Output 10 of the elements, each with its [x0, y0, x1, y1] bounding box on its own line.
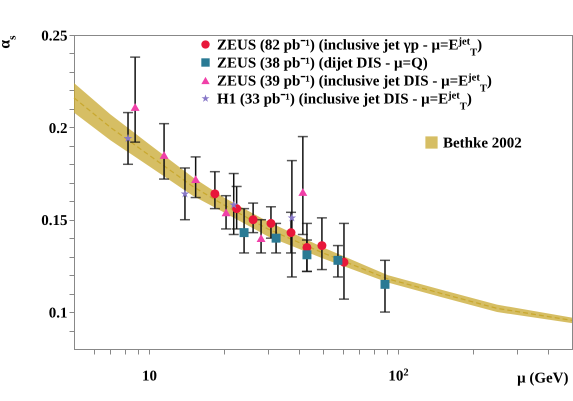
y-tick-label: 0.1 [48, 306, 68, 322]
y-tick-label: 0.15 [41, 213, 68, 230]
y-tick-label: 0.2 [48, 120, 68, 137]
x-tick-label: 10$^{2}$ [388, 367, 409, 384]
y-tick-label: 0.25 [41, 28, 68, 44]
legend-label: ZEUS (82 pb⁻¹) (inclusive jet γp - μ=E$^{jet}$$_{T}$) [217, 36, 482, 58]
x-tick-label: 10 [142, 368, 157, 384]
legend-label: ZEUS (38 pb⁻¹) (dijet DIS - μ=Q) [217, 56, 428, 72]
x-axis-title: μ (GeV) [517, 370, 568, 386]
legend-label: Bethke 2002 [443, 136, 522, 152]
